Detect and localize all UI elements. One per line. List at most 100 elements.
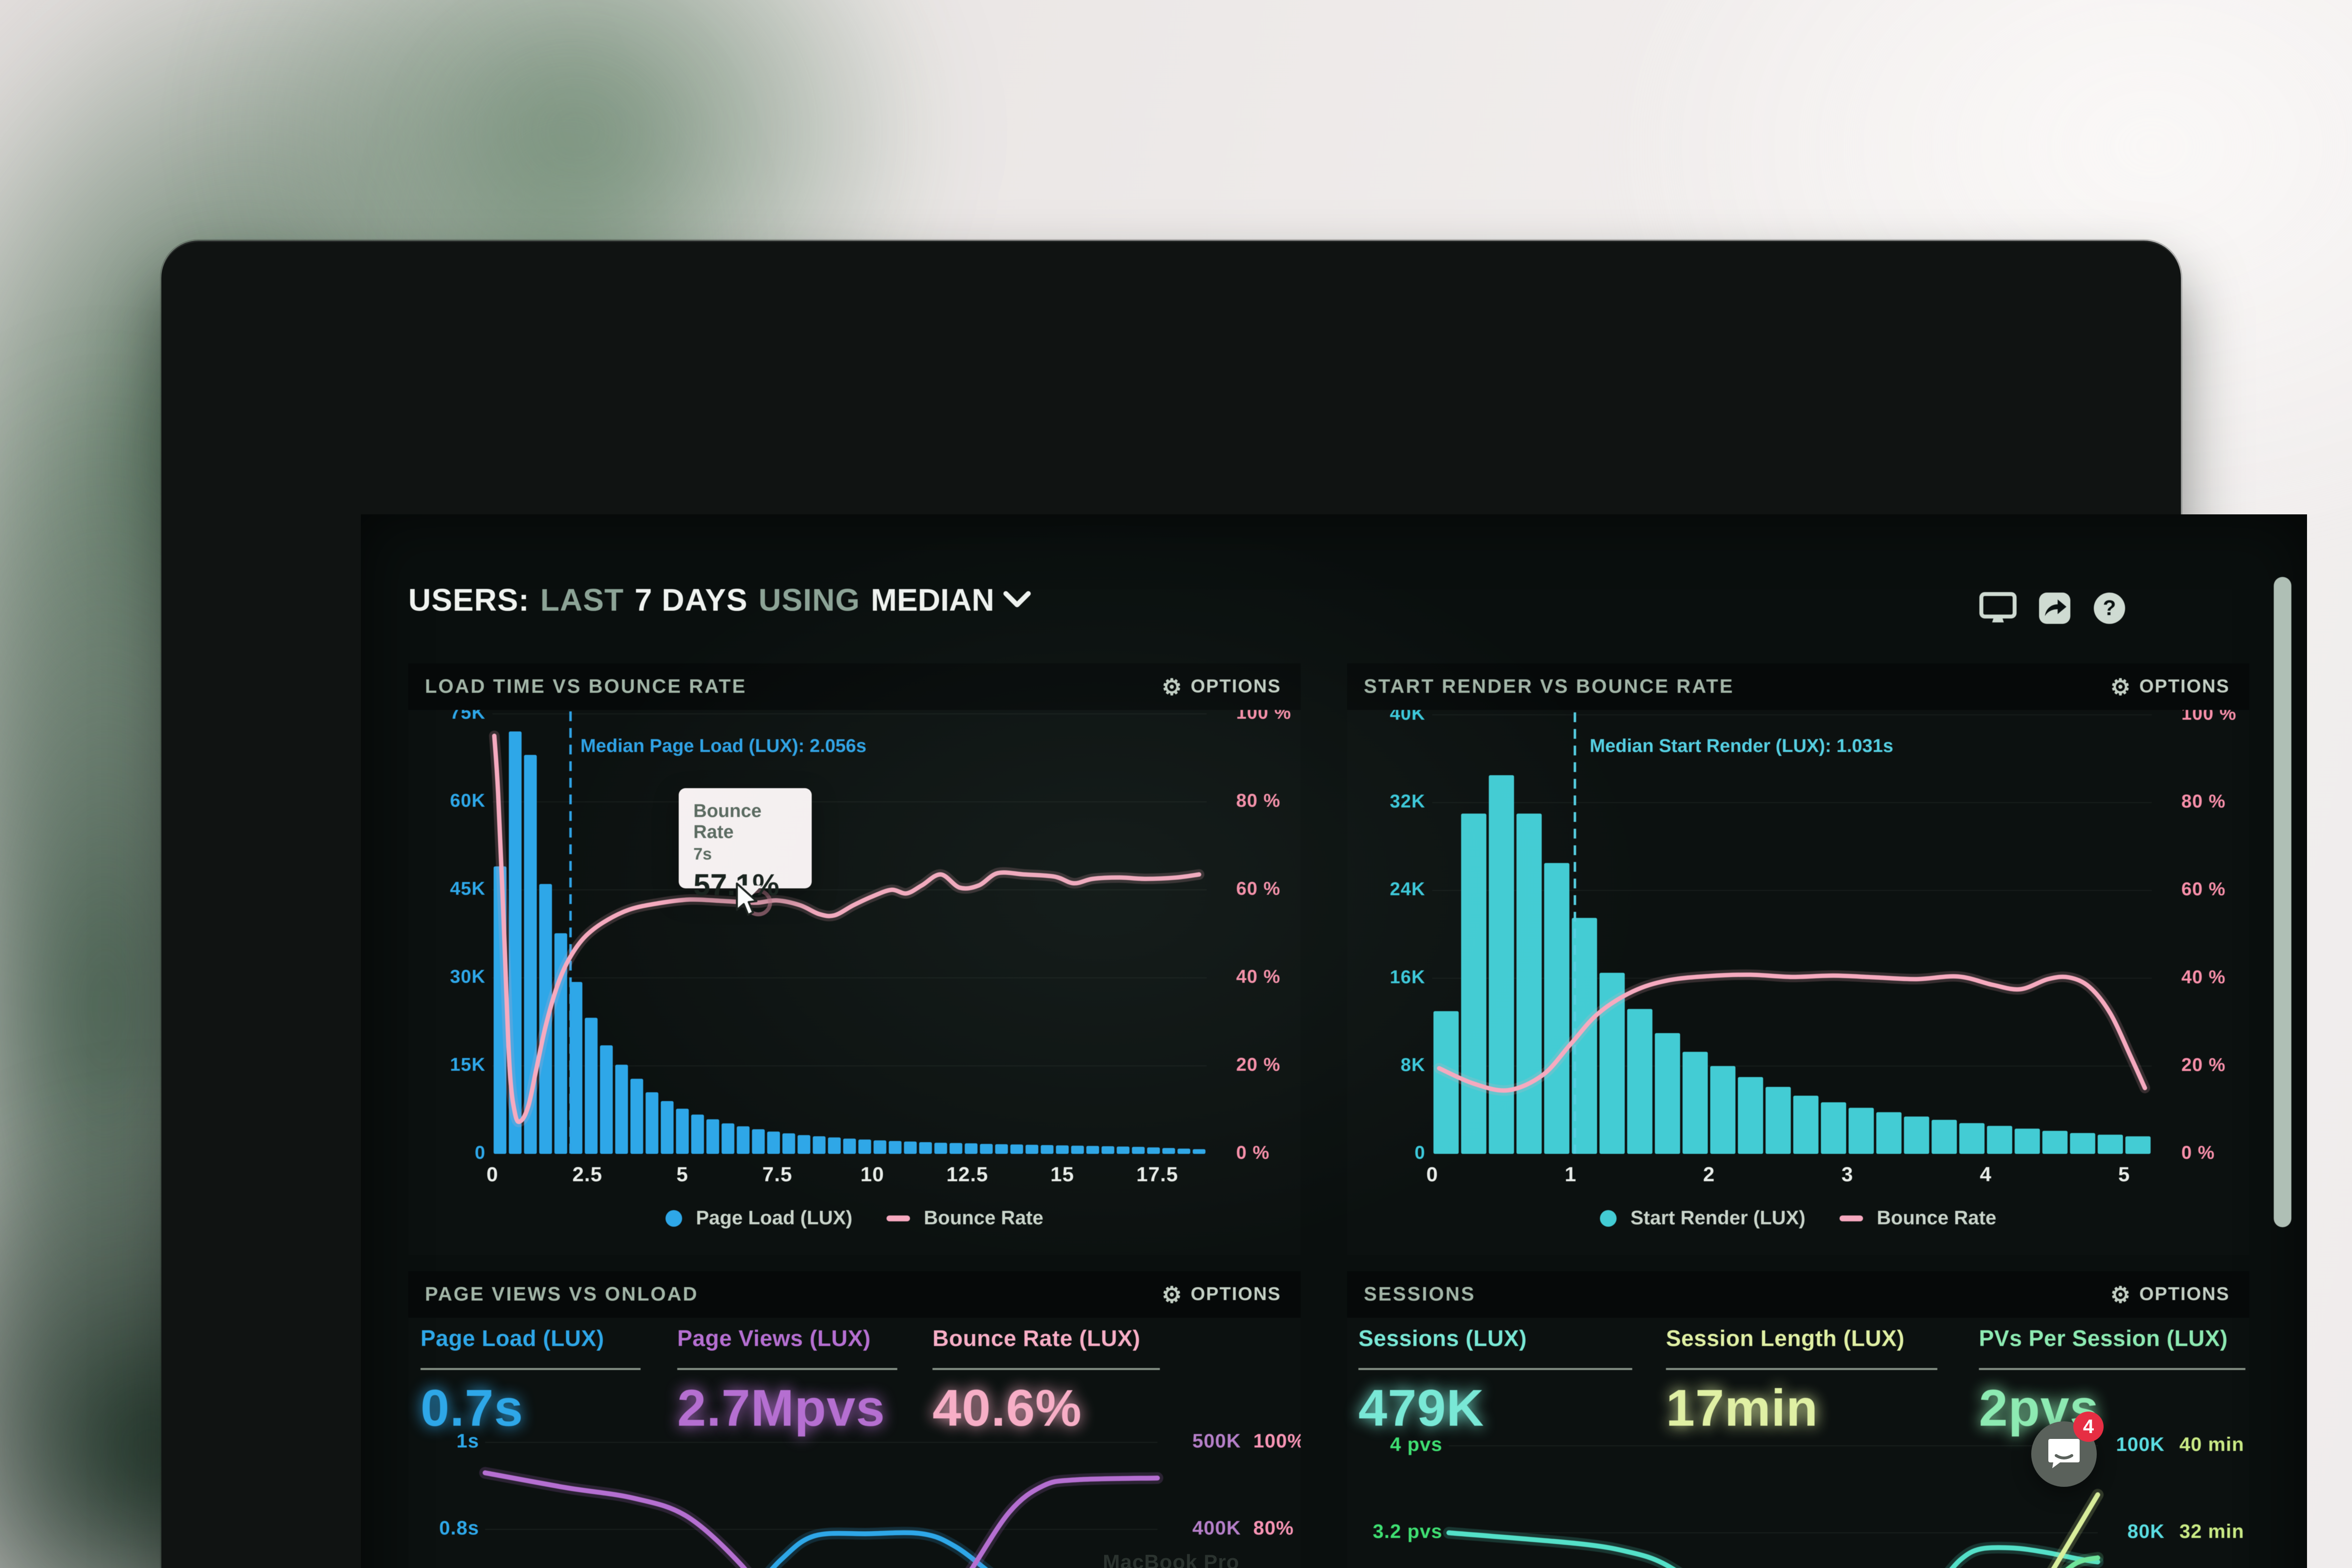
svg-text:40 %: 40 % xyxy=(1236,967,1281,987)
median-annotation: Median Start Render (LUX): 1.031s xyxy=(1590,736,1893,756)
panel-page-views: 1s500K100%0.8s400K80%0.6s300K60%0.4s200K… xyxy=(408,1271,1301,1568)
svg-text:30K: 30K xyxy=(450,967,486,987)
svg-text:80 %: 80 % xyxy=(1236,791,1281,811)
legend-label: Bounce Rate xyxy=(924,1207,1043,1229)
chart-legend: Page Load (LUX) Bounce Rate xyxy=(408,1207,1301,1229)
metric-label: Sessions (LUX) xyxy=(1358,1325,1527,1351)
svg-text:3: 3 xyxy=(1842,1163,1853,1186)
svg-text:60 %: 60 % xyxy=(1236,879,1281,899)
help-icon[interactable]: ? xyxy=(2093,592,2126,625)
metric-page-load: Page Load (LUX) 0.7s xyxy=(421,1325,641,1438)
share-icon[interactable] xyxy=(2038,592,2071,625)
metric-value: 17min xyxy=(1666,1379,1819,1437)
laptop: USERS: LAST 7 DAYS USING MEDIAN xyxy=(161,241,2307,1568)
metric-value: 479K xyxy=(1358,1379,1485,1437)
panel-title: START RENDER VS BOUNCE RATE xyxy=(1364,676,1734,697)
monitor-icon[interactable] xyxy=(1979,592,2017,624)
svg-text:8K: 8K xyxy=(1400,1055,1425,1075)
svg-text:2: 2 xyxy=(1703,1163,1715,1186)
title-part: USERS: xyxy=(408,582,530,618)
svg-text:3.2 pvs: 3.2 pvs xyxy=(1373,1521,1442,1543)
svg-text:1s: 1s xyxy=(457,1431,480,1452)
chat-bubble[interactable]: 4 xyxy=(2031,1412,2104,1487)
gear-icon: ⚙ xyxy=(1161,674,1183,700)
metric-value: 2pvs xyxy=(1979,1379,2099,1437)
median-dropdown-button[interactable]: MEDIAN xyxy=(871,582,1031,618)
svg-text:0: 0 xyxy=(1415,1143,1425,1163)
metric-underline xyxy=(421,1368,641,1370)
legend-label: Start Render (LUX) xyxy=(1630,1207,1806,1229)
options-button[interactable]: ⚙ OPTIONS xyxy=(2108,675,2233,699)
svg-text:80 %: 80 % xyxy=(2181,792,2226,812)
svg-text:0: 0 xyxy=(475,1143,486,1163)
svg-text:400K: 400K xyxy=(1192,1518,1241,1539)
page-views-chart[interactable]: 1s500K100%0.8s400K80%0.6s300K60%0.4s200K… xyxy=(408,1271,1301,1568)
svg-text:32 min: 32 min xyxy=(2179,1521,2244,1543)
metric-pvs-per-session: PVs Per Session (LUX) 2pvs xyxy=(1979,1325,2245,1438)
svg-text:4 pvs: 4 pvs xyxy=(1390,1434,1442,1456)
metric-label: Session Length (LUX) xyxy=(1666,1325,1905,1351)
panel-title: LOAD TIME VS BOUNCE RATE xyxy=(425,676,747,697)
svg-text:1: 1 xyxy=(1565,1163,1576,1186)
tooltip-series: Bounce Rate xyxy=(693,801,762,842)
options-label: OPTIONS xyxy=(2139,1284,2230,1304)
panel-title: SESSIONS xyxy=(1364,1283,1476,1305)
panel-header: PAGE VIEWS VS ONLOAD ⚙ OPTIONS xyxy=(408,1271,1301,1318)
metric-underline xyxy=(1979,1368,2245,1370)
metric-session-length: Session Length (LUX) 17min xyxy=(1666,1325,1937,1438)
notification-badge: 4 xyxy=(2073,1412,2104,1442)
scrollbar[interactable] xyxy=(2274,577,2291,1227)
panel-load-time: 75K 60K 45K 30K 15K 0 100 % 80 % 60 % 40 % 20 % 0 %… xyxy=(408,663,1301,1255)
options-label: OPTIONS xyxy=(1190,676,1281,697)
chart-legend: Start Render (LUX) Bounce Rate xyxy=(1347,1207,2249,1229)
options-label: OPTIONS xyxy=(2139,676,2230,697)
metric-page-views: Page Views (LUX) 2.7Mpvs xyxy=(677,1325,897,1438)
svg-text:40 min: 40 min xyxy=(2179,1434,2244,1456)
metric-underline xyxy=(1358,1368,1632,1370)
gear-icon: ⚙ xyxy=(2110,1281,2131,1307)
tooltip-x: 7s xyxy=(693,845,712,863)
metric-value: 2.7Mpvs xyxy=(677,1379,886,1437)
dashboard-titlebar: USERS: LAST 7 DAYS USING MEDIAN xyxy=(408,582,2278,640)
metric-label: Page Views (LUX) xyxy=(677,1325,871,1351)
options-button[interactable]: ⚙ OPTIONS xyxy=(1159,675,1284,699)
legend-label: Bounce Rate xyxy=(1877,1207,1997,1229)
svg-text:15: 15 xyxy=(1050,1163,1074,1186)
mouse-cursor xyxy=(736,883,757,916)
svg-text:40 %: 40 % xyxy=(2181,967,2226,988)
panel-header: LOAD TIME VS BOUNCE RATE ⚙ OPTIONS xyxy=(408,663,1301,710)
svg-text:24K: 24K xyxy=(1390,879,1425,900)
svg-text:4: 4 xyxy=(1980,1163,1992,1186)
svg-text:0: 0 xyxy=(1426,1163,1438,1186)
svg-text:0: 0 xyxy=(487,1163,498,1186)
dropdown-value: MEDIAN xyxy=(870,582,995,618)
legend-dot xyxy=(1600,1210,1617,1227)
svg-text:80%: 80% xyxy=(1253,1518,1294,1539)
svg-text:60K: 60K xyxy=(450,791,486,811)
panel-title: PAGE VIEWS VS ONLOAD xyxy=(425,1283,699,1305)
metric-label: PVs Per Session (LUX) xyxy=(1979,1325,2228,1351)
svg-text:20 %: 20 % xyxy=(1236,1055,1281,1075)
titlebar-icons: ? xyxy=(1979,592,2126,625)
svg-text:32K: 32K xyxy=(1390,792,1425,812)
panel-header: SESSIONS ⚙ OPTIONS xyxy=(1347,1271,2249,1318)
svg-text:17.5: 17.5 xyxy=(1136,1163,1178,1186)
chart-tooltip: Bounce Rate 7s 57.1% xyxy=(679,788,812,902)
legend-label: Page Load (LUX) xyxy=(696,1207,853,1229)
options-button[interactable]: ⚙ OPTIONS xyxy=(2108,1283,2233,1306)
svg-text:10: 10 xyxy=(861,1163,885,1186)
gear-icon: ⚙ xyxy=(2110,674,2131,700)
chevron-down-icon xyxy=(1003,591,1031,607)
svg-text:20 %: 20 % xyxy=(2181,1055,2226,1075)
gear-icon: ⚙ xyxy=(1161,1281,1183,1307)
svg-text:5: 5 xyxy=(676,1163,688,1186)
panel-header: START RENDER VS BOUNCE RATE ⚙ OPTIONS xyxy=(1347,663,2249,710)
svg-text:100K: 100K xyxy=(2116,1434,2165,1456)
svg-text:0 %: 0 % xyxy=(1236,1143,1269,1163)
dashboard-screen: USERS: LAST 7 DAYS USING MEDIAN xyxy=(361,514,2307,1568)
options-button[interactable]: ⚙ OPTIONS xyxy=(1159,1283,1284,1306)
metric-underline xyxy=(677,1368,897,1370)
